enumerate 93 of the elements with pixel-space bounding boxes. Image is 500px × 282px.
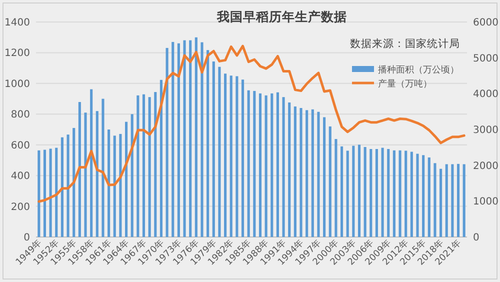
bar: [154, 92, 157, 237]
bar: [142, 94, 146, 237]
bar: [253, 90, 256, 237]
bar: [288, 102, 291, 237]
bar: [392, 150, 396, 237]
bar: [38, 150, 40, 237]
bar: [294, 106, 296, 237]
chart-title: 我国早稻历年生产数据: [216, 9, 347, 24]
bar: [172, 42, 174, 237]
y-tick-label: 400: [10, 171, 30, 182]
y-tick-label: 1000: [4, 78, 30, 90]
bar: [387, 149, 390, 237]
bar: [440, 168, 442, 237]
bar: [200, 42, 204, 237]
bar: [451, 164, 454, 237]
bar: [398, 150, 402, 237]
bar: [96, 111, 98, 237]
bar: [160, 80, 163, 237]
bar: [166, 48, 168, 237]
bar: [113, 136, 116, 237]
y-tick-label: 0: [24, 232, 30, 244]
bar: [258, 93, 262, 237]
y-tick-label: 200: [10, 202, 30, 213]
bar: [212, 61, 215, 237]
bar: [328, 126, 332, 237]
y2-tick-label: 5000: [473, 53, 498, 64]
bar: [346, 150, 349, 237]
bar: [428, 157, 430, 237]
bar: [456, 164, 460, 237]
bar: [66, 134, 70, 237]
bar: [108, 130, 110, 237]
y2-tick-label: 1000: [473, 196, 498, 208]
bar: [306, 110, 308, 237]
bar: [276, 92, 279, 237]
bar: [49, 148, 52, 237]
bar: [434, 163, 436, 237]
bar: [264, 95, 268, 237]
bar: [370, 149, 372, 237]
bar: [194, 37, 198, 237]
legend-label: 播种面积（万公顷）: [378, 64, 459, 76]
bar: [317, 112, 320, 237]
bar: [364, 147, 366, 237]
bar: [375, 149, 378, 237]
y2-tick-label: 3000: [473, 125, 498, 136]
bar: [323, 117, 326, 237]
bar: [241, 80, 244, 237]
y2-tick-label: 4000: [473, 89, 498, 100]
bar: [422, 155, 425, 237]
bar: [230, 76, 232, 237]
bar: [224, 74, 227, 237]
bar: [136, 95, 140, 237]
bar: [282, 97, 285, 237]
bar: [60, 137, 64, 237]
y2-tick-label: 2000: [473, 160, 498, 172]
y2-tick-label: 0: [473, 232, 480, 244]
bar: [300, 108, 302, 237]
bar: [183, 40, 186, 237]
bar: [55, 148, 58, 237]
bar: [148, 97, 151, 237]
bar: [410, 152, 413, 237]
bar: [352, 146, 355, 237]
bar: [416, 154, 419, 237]
bar: [445, 164, 448, 237]
bar: [236, 76, 238, 237]
bar: [218, 66, 221, 237]
bar: [90, 89, 93, 237]
bar: [381, 148, 384, 237]
bar: [340, 146, 344, 237]
bar: [206, 50, 210, 237]
bar: [462, 164, 466, 237]
bar: [189, 40, 192, 237]
bar: [130, 114, 134, 237]
bar: [334, 139, 338, 237]
bar: [84, 112, 87, 237]
bar: [43, 150, 46, 237]
bar: [124, 122, 128, 237]
bar: [404, 150, 408, 237]
bar: [177, 43, 180, 237]
y-tick-label: 1400: [4, 18, 30, 28]
bar: [72, 128, 76, 237]
y-tick-label: 1200: [4, 48, 30, 60]
bar: [358, 144, 361, 237]
bar: [102, 98, 104, 237]
y2-tick-label: 6000: [473, 18, 498, 28]
bar: [247, 90, 250, 237]
bar: [311, 109, 314, 237]
bar: [119, 134, 122, 237]
bar: [78, 102, 81, 237]
annotation: 数据来源：国家统计局: [350, 37, 460, 50]
y-tick-label: 600: [10, 140, 30, 152]
bar: [270, 93, 274, 237]
legend-label: 产量（万吨）: [378, 78, 432, 90]
y-tick-label: 800: [10, 110, 30, 121]
